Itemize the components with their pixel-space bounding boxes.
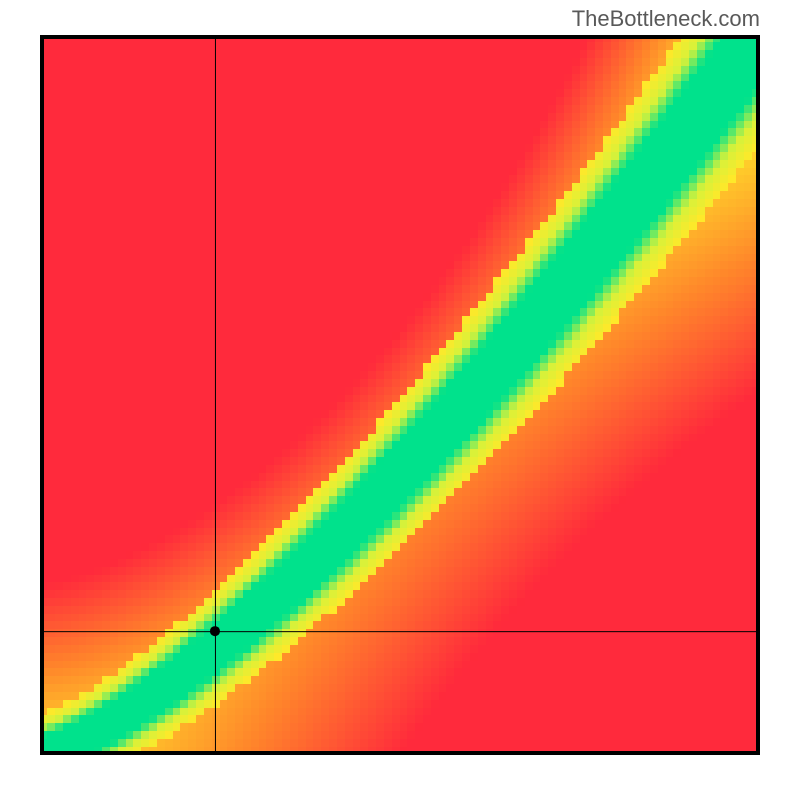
heatmap-canvas	[40, 35, 760, 755]
bottleneck-heatmap	[40, 35, 760, 755]
chart-container: { "watermark": { "text": "TheBottleneck.…	[0, 0, 800, 800]
watermark-text: TheBottleneck.com	[572, 6, 760, 32]
